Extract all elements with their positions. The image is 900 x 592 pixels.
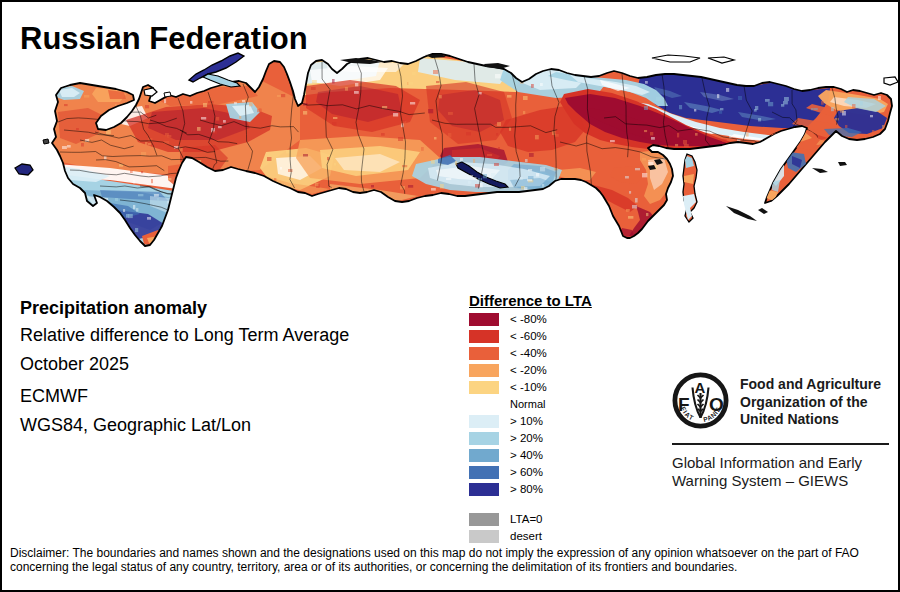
svg-text:A: A — [695, 379, 706, 396]
